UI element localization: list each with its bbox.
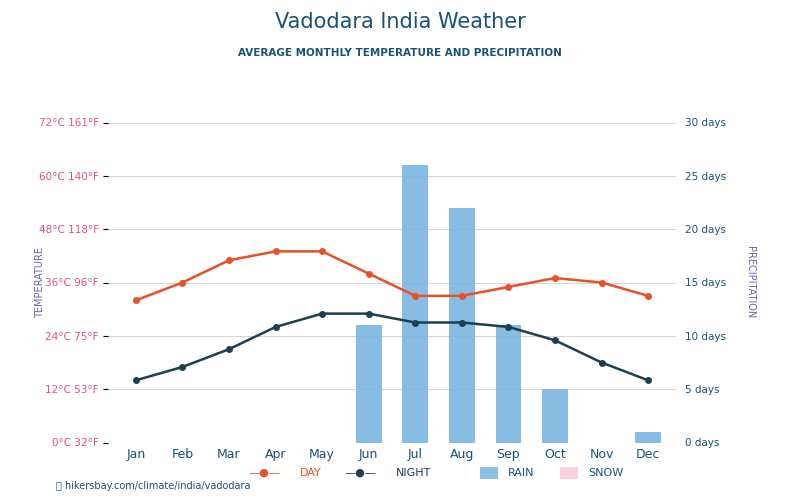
Bar: [402, 165, 428, 442]
Bar: [356, 325, 382, 442]
Bar: [542, 389, 568, 442]
Text: SNOW: SNOW: [588, 468, 623, 477]
Text: PRECIPITATION: PRECIPITATION: [745, 246, 755, 318]
Text: AVERAGE MONTHLY TEMPERATURE AND PRECIPITATION: AVERAGE MONTHLY TEMPERATURE AND PRECIPIT…: [238, 48, 562, 58]
Bar: [449, 208, 474, 442]
Bar: [635, 432, 661, 442]
Text: DAY: DAY: [300, 468, 322, 477]
Text: —●—: —●—: [248, 468, 280, 477]
Text: NIGHT: NIGHT: [396, 468, 431, 477]
Text: 📍 hikersbay.com/climate/india/vadodara: 📍 hikersbay.com/climate/india/vadodara: [56, 481, 250, 491]
Text: —●—: —●—: [344, 468, 376, 477]
Text: TEMPERATURE: TEMPERATURE: [35, 247, 45, 318]
Text: Vadodara India Weather: Vadodara India Weather: [274, 12, 526, 32]
Text: RAIN: RAIN: [508, 468, 534, 477]
Bar: [495, 325, 521, 442]
